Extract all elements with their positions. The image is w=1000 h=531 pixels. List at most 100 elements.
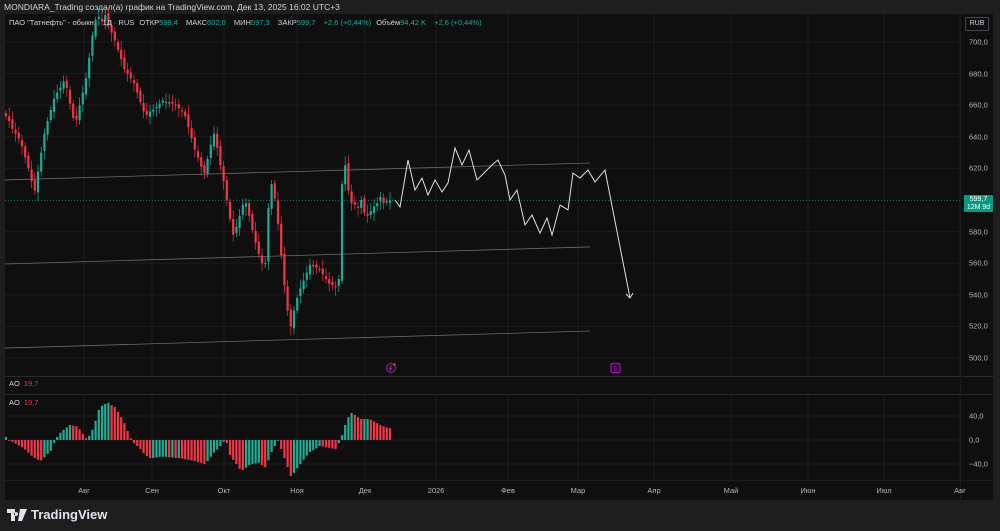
candle-body [59, 87, 62, 91]
candle-body [36, 171, 40, 193]
ao-bar [193, 440, 196, 461]
time-axis-label: Фев [501, 486, 515, 495]
ao-bar [363, 419, 366, 440]
price-axis-label: 560,0 [969, 258, 988, 268]
candle-body [219, 145, 222, 166]
candle-body [292, 310, 296, 329]
ao-bar [283, 440, 286, 458]
symbol-name[interactable]: ПАО "Татнефть" - обыкн. · 1Д · RUS [9, 18, 135, 27]
ao-bar [264, 440, 267, 467]
projection-drawing[interactable] [394, 146, 631, 299]
footer [0, 501, 1000, 531]
ao-bar [171, 440, 174, 458]
ao-bar [158, 440, 161, 457]
ao-bar [254, 440, 257, 464]
ao-bar [145, 440, 148, 457]
ao-bar [136, 440, 139, 446]
candle-body [40, 152, 43, 172]
candle-body [193, 137, 196, 150]
ao-bar [321, 440, 324, 447]
indicator-name: AO [9, 379, 20, 388]
candle-body [264, 263, 267, 265]
ao-bar [75, 426, 78, 440]
candle-body [238, 215, 241, 228]
candle-body [203, 164, 206, 174]
earnings-event-icon[interactable] [386, 363, 396, 373]
ao-bar [129, 438, 132, 440]
ao-bar [177, 440, 180, 458]
candle-body [139, 90, 142, 103]
candle-body [251, 213, 254, 231]
ao-bar [369, 419, 372, 440]
trend-line [4, 330, 591, 349]
candle-body [353, 202, 356, 205]
candle-body [123, 57, 126, 69]
candle-body [33, 180, 36, 191]
ao-bar [8, 440, 11, 441]
candle-body [46, 121, 49, 135]
ao-bar [72, 425, 75, 440]
candle-body [14, 129, 17, 134]
dividend-event-icon[interactable]: E [610, 362, 621, 374]
time-axis-label: Окт [217, 486, 231, 495]
price-axis-label: 520,0 [969, 321, 988, 331]
ao-bar [235, 440, 238, 464]
price-axis-label: 540,0 [969, 290, 988, 300]
candle-body [305, 272, 308, 280]
ao-bar [36, 440, 40, 460]
ao-bar [302, 440, 305, 460]
ao-bar [296, 440, 299, 469]
close-value: 599,7 [296, 18, 316, 27]
candle-body [363, 198, 366, 213]
ao-bar [360, 419, 363, 440]
candle-body [24, 146, 27, 158]
time-axis-label: Июл [876, 486, 892, 495]
candle-body [212, 133, 216, 147]
ao-bar [68, 425, 72, 440]
ao-legend-collapsed[interactable]: AO 19,7 [9, 379, 38, 388]
ao-bar [376, 423, 379, 440]
candle-body [145, 110, 148, 115]
ao-bar [100, 405, 104, 440]
high-label: МАКС [186, 18, 207, 27]
candle-body [289, 309, 292, 327]
candle-body [388, 200, 392, 203]
last-price-value: 599,7 [969, 196, 988, 203]
ao-bar [78, 429, 81, 440]
candle-body [308, 264, 312, 275]
bar-countdown: 12M 9d [966, 204, 991, 211]
ao-bar [260, 440, 264, 466]
candle-body [312, 264, 315, 267]
ao-bar [257, 440, 260, 463]
ao-legend[interactable]: AO 19,7 [9, 398, 38, 407]
low-value: 597,3 [250, 18, 270, 27]
time-axis-label: Сен [145, 486, 159, 495]
candle-body [225, 180, 228, 200]
currency-button[interactable]: RUB [965, 17, 989, 31]
ao-bar [292, 440, 296, 473]
candle-body [366, 213, 369, 216]
projection-arrowhead [625, 292, 634, 299]
candle-body [88, 57, 91, 79]
ao-bar [91, 429, 94, 440]
ao-bar [164, 440, 168, 457]
ao-bar [4, 437, 8, 440]
ao-bar [276, 440, 280, 441]
candle-body [164, 102, 168, 104]
ao-bar [385, 427, 388, 440]
candle-body [206, 158, 209, 175]
ao-bar [116, 411, 120, 440]
price-axis-label: 620,0 [969, 163, 988, 173]
ao-bar [168, 440, 171, 458]
ao-axis-label: 0,0 [969, 435, 980, 445]
price-pane [5, 14, 993, 376]
candle-body [321, 268, 324, 275]
time-axis-label: Апр [647, 486, 661, 495]
chart-header: MONDIARA_Trading создал(а) график на Tra… [0, 0, 1000, 14]
candle-body [132, 80, 136, 84]
time-axis-label: Ноя [290, 486, 304, 495]
ao-bar [43, 440, 46, 458]
ao-bar [353, 414, 356, 440]
tradingview-logo[interactable]: TradingView [7, 507, 107, 522]
